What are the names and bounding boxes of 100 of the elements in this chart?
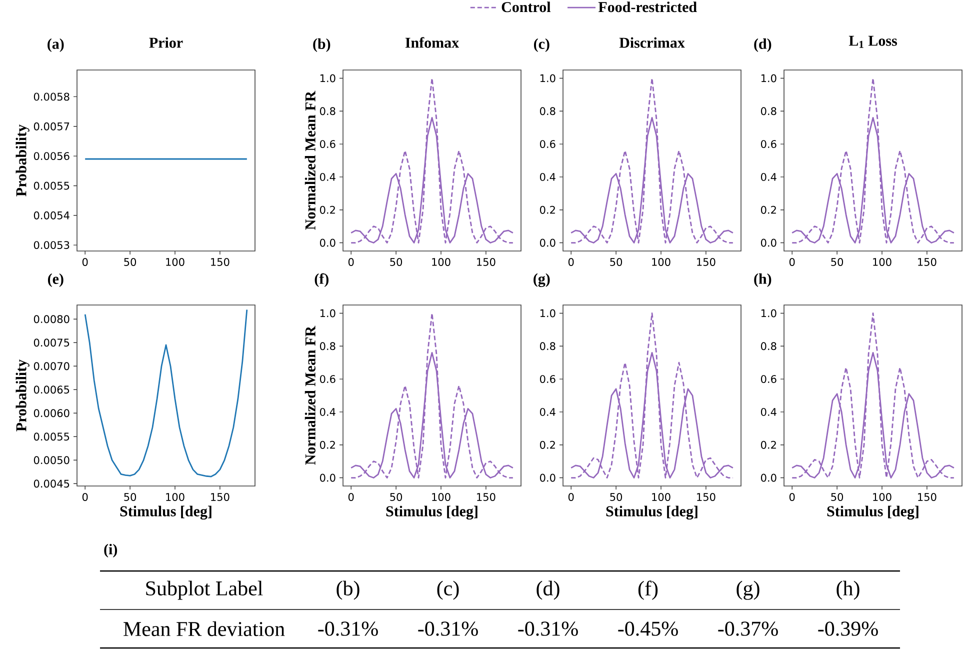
- text: (d): [536, 580, 560, 600]
- text: (a): [48, 38, 64, 52]
- line-series: [791, 312, 955, 478]
- y-tick-label: 1.0: [761, 309, 776, 318]
- x-tick-label: 150: [697, 493, 716, 501]
- y-axis-title: Normalized Mean FR: [304, 326, 316, 465]
- y-tick-label: 0.8: [320, 107, 336, 116]
- y-tick-label: 1.0: [540, 74, 556, 82]
- text: -0.39%: [818, 622, 878, 636]
- y-tick-label: 0.0056: [34, 152, 70, 160]
- y-tick-label: 0.6: [320, 375, 336, 384]
- chart-title: Infomax: [405, 37, 460, 48]
- x-tick-label: 50: [124, 258, 136, 266]
- y-tick-label: 0.0: [320, 238, 336, 247]
- y-tick-label: 0.2: [760, 206, 776, 214]
- text: (i): [104, 544, 118, 558]
- y-tick-label: 0.0065: [34, 386, 70, 394]
- legend-label: Control: [502, 2, 551, 12]
- x-tick-label: 50: [390, 258, 402, 266]
- y-tick-label: 0.0: [540, 474, 556, 482]
- y-tick-label: 0.0070: [34, 362, 70, 370]
- text: -0.31%: [518, 622, 578, 636]
- y-tick-label: 0.0080: [34, 315, 70, 324]
- y-tick-label: 0.0058: [34, 92, 70, 101]
- text: -0.37%: [718, 622, 778, 636]
- y-tick-label: 0.0: [760, 474, 776, 482]
- x-tick-label: 100: [652, 258, 670, 266]
- y-tick-label: 1.0: [320, 309, 336, 318]
- text: -0.45%: [618, 622, 678, 636]
- y-tick-label: 1.0: [320, 74, 336, 82]
- text: -0.31%: [318, 622, 378, 636]
- y-tick-label: 1.0: [761, 74, 776, 82]
- y-tick-label: 0.2: [320, 440, 335, 449]
- y-tick-label: 0.0053: [34, 241, 70, 250]
- y-tick-label: 0.4: [320, 172, 336, 181]
- y-axis-title: Probability: [16, 360, 30, 432]
- y-tick-label: 0.4: [540, 408, 556, 416]
- x-tick-label: 0: [789, 258, 795, 266]
- y-tick-label: 0.0: [320, 474, 336, 482]
- text: (f): [638, 580, 658, 600]
- x-tick-label: 0: [568, 493, 574, 501]
- y-tick-label: 0.6: [760, 140, 776, 148]
- x-axis-title: Stimulus [deg]: [606, 506, 698, 520]
- text: Mean FR deviation: [124, 621, 285, 636]
- y-tick-label: 0.0045: [34, 480, 70, 488]
- x-tick-label: 150: [918, 493, 936, 501]
- y-axis-title: Normalized Mean FR: [304, 90, 316, 230]
- x-tick-label: 0: [789, 493, 795, 501]
- y-tick-label: 0.4: [760, 172, 776, 181]
- x-tick-label: 50: [610, 258, 622, 266]
- x-tick-label: 0: [568, 258, 574, 266]
- x-tick-label: 0: [82, 493, 88, 501]
- line-series: [350, 78, 514, 244]
- x-tick-label: 100: [432, 258, 450, 266]
- text: (h): [754, 273, 772, 287]
- x-tick-label: 150: [477, 493, 496, 501]
- x-axis-title: Stimulus [deg]: [827, 506, 918, 520]
- text: (f): [314, 273, 328, 287]
- text: (b): [336, 580, 360, 600]
- x-tick-label: 150: [477, 258, 496, 266]
- y-tick-label: 0.2: [540, 440, 555, 449]
- y-tick-label: 0.8: [760, 107, 776, 116]
- y-tick-label: 0.0075: [34, 338, 70, 347]
- y-tick-label: 0.2: [760, 440, 776, 449]
- y-tick-label: 0.8: [540, 107, 556, 116]
- x-tick-label: 50: [390, 493, 402, 501]
- x-tick-label: 100: [166, 493, 184, 501]
- y-tick-label: 0.6: [540, 140, 556, 148]
- text: (b): [313, 38, 330, 52]
- text: (g): [736, 580, 760, 600]
- y-tick-label: 0.8: [540, 342, 556, 350]
- y-tick-label: 0.0060: [34, 409, 70, 418]
- x-axis-title: Stimulus [deg]: [386, 506, 478, 520]
- y-tick-label: 0.6: [760, 375, 776, 384]
- x-tick-label: 150: [697, 258, 716, 266]
- x-tick-label: 50: [831, 493, 844, 501]
- y-tick-label: 0.2: [540, 206, 555, 214]
- line-series: [791, 78, 955, 244]
- line-series: [350, 312, 514, 478]
- y-axis-title: Probability: [16, 124, 30, 196]
- x-tick-label: 100: [873, 258, 892, 266]
- y-tick-label: 0.2: [320, 206, 335, 214]
- text: (c): [534, 38, 550, 52]
- y-tick-label: 0.0050: [34, 456, 70, 464]
- x-tick-label: 100: [432, 493, 450, 501]
- x-tick-label: 0: [348, 493, 354, 501]
- y-tick-label: 0.0: [540, 238, 556, 247]
- x-tick-label: 100: [166, 258, 184, 266]
- text: Subplot Label: [146, 580, 263, 600]
- x-tick-label: 50: [831, 258, 844, 266]
- chart-title: Prior: [149, 37, 183, 48]
- x-tick-label: 0: [348, 258, 354, 266]
- y-tick-label: 0.8: [760, 342, 776, 350]
- y-tick-label: 0.0055: [34, 432, 70, 441]
- text: (h): [836, 580, 860, 600]
- x-tick-label: 50: [124, 493, 136, 501]
- y-tick-label: 0.4: [540, 172, 556, 181]
- y-tick-label: 0.4: [320, 408, 336, 416]
- x-tick-label: 150: [211, 493, 230, 501]
- x-tick-label: 100: [873, 493, 892, 501]
